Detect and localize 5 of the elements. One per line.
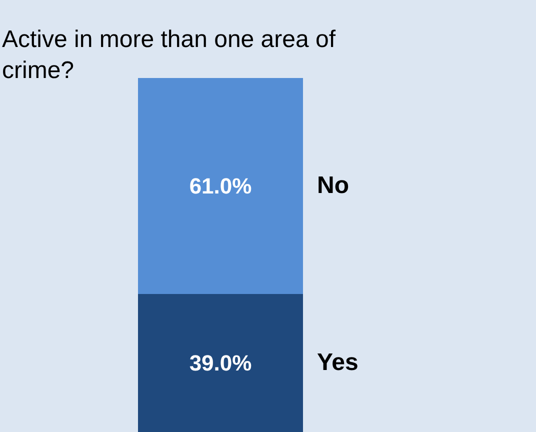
data-label: 39.0%: [189, 350, 252, 376]
series-label: Yes: [317, 349, 358, 376]
chart-title: Active in more than one area of crime?: [2, 26, 336, 84]
data-label: 61.0%: [189, 173, 252, 198]
series-label: No: [317, 172, 349, 199]
